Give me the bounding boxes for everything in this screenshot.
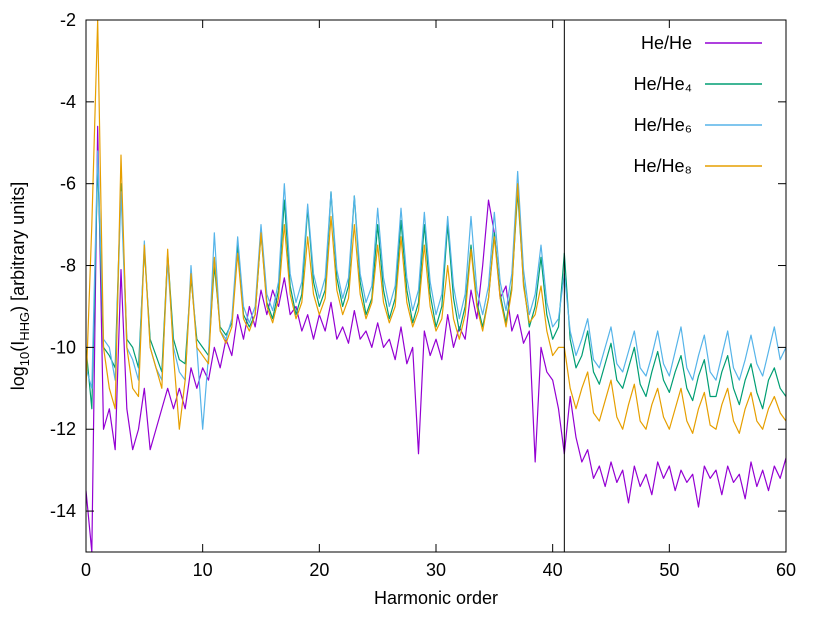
legend-label: He/He₄ [634,74,692,94]
y-axis-label-part: log [8,366,28,390]
series-line [86,162,786,410]
y-axis-label-part: HHG [17,312,32,341]
x-tick-label: 0 [81,560,91,580]
x-axis-label: Harmonic order [374,588,498,608]
y-tick-label: -10 [50,337,76,357]
series-line [86,150,786,430]
x-tick-label: 20 [309,560,329,580]
y-axis-label-part: ) [arbitrary units] [8,182,28,312]
legend-label: He/He₆ [634,115,692,135]
x-tick-label: 60 [776,560,796,580]
y-axis-label-part: (I [8,341,28,352]
x-tick-label: 50 [659,560,679,580]
x-tick-label: 10 [193,560,213,580]
legend-label: He/He₈ [634,156,692,176]
y-tick-label: -12 [50,419,76,439]
y-tick-label: -6 [60,174,76,194]
y-tick-label: -2 [60,10,76,30]
legend-label: He/He [641,33,692,53]
x-tick-label: 30 [426,560,446,580]
series-line [86,125,786,552]
y-axis-label-part: 10 [17,352,32,366]
y-tick-label: -14 [50,501,76,521]
x-tick-label: 40 [543,560,563,580]
plot-area [86,20,786,552]
y-axis-label: log10(IHHG) [arbitrary units] [8,182,32,390]
series-line [86,20,786,434]
y-tick-label: -4 [60,92,76,112]
y-tick-label: -8 [60,256,76,276]
